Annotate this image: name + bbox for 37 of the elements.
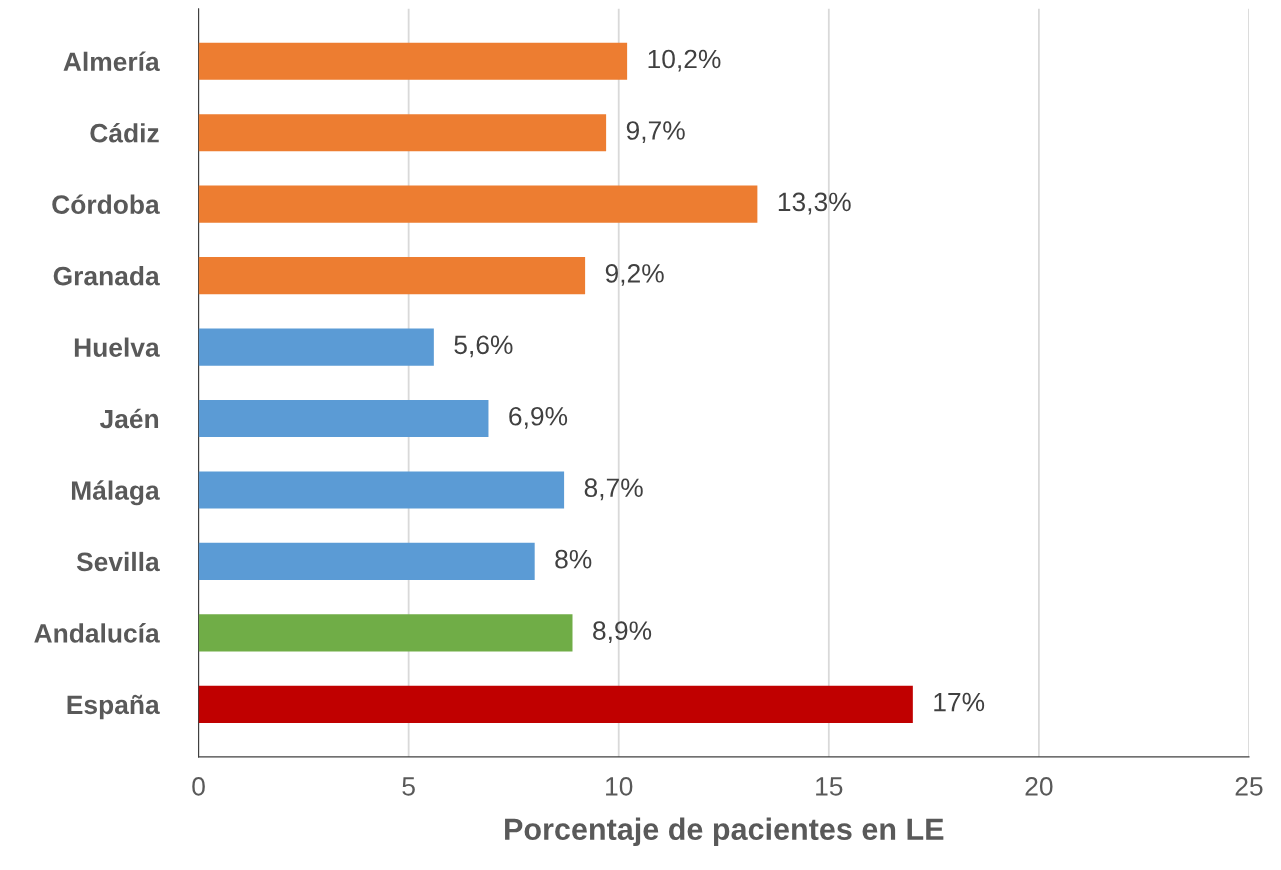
data-label: 8,9% <box>593 621 652 644</box>
x-tick-label: 20 <box>1025 777 1053 796</box>
bar <box>198 114 607 152</box>
data-label: 10,2% <box>648 49 721 72</box>
x-tick-label: 5 <box>402 777 415 796</box>
bar <box>198 185 758 223</box>
x-axis-title: Porcentaje de pacientes en LE <box>505 817 944 847</box>
x-tick-label: 15 <box>816 777 843 796</box>
data-label: 17% <box>934 692 985 712</box>
x-tick-label: 25 <box>1235 777 1263 796</box>
y-tick-label: Cádiz <box>90 122 159 143</box>
bar <box>198 685 913 723</box>
data-label: 8,7% <box>584 478 643 501</box>
data-label: 5,6% <box>454 335 513 358</box>
y-tick-label: España <box>67 694 160 720</box>
y-tick-label: Granada <box>53 266 160 286</box>
y-tick-label: Andalucía <box>34 623 160 643</box>
bar <box>198 399 489 438</box>
bar <box>198 614 573 652</box>
bar <box>198 257 586 295</box>
x-tick-label: 0 <box>192 777 205 796</box>
data-label: 13,3% <box>778 192 851 215</box>
y-tick-label: Huelva <box>74 337 160 357</box>
data-label: 8% <box>555 549 592 569</box>
data-label: 9,2% <box>605 264 664 286</box>
bar <box>198 471 565 509</box>
x-tick-label: 10 <box>606 777 633 796</box>
y-tick-label: Jaén <box>99 408 159 429</box>
y-tick-label: Córdoba <box>52 194 160 214</box>
y-tick-label: Almería <box>63 51 160 72</box>
data-label: 6,9% <box>509 406 568 429</box>
bar <box>198 42 628 80</box>
bar <box>198 328 434 366</box>
data-label: 9,7% <box>626 121 685 143</box>
y-tick-label: Sevilla <box>76 551 160 572</box>
bar <box>198 542 535 580</box>
y-tick-label: Málaga <box>71 480 160 506</box>
